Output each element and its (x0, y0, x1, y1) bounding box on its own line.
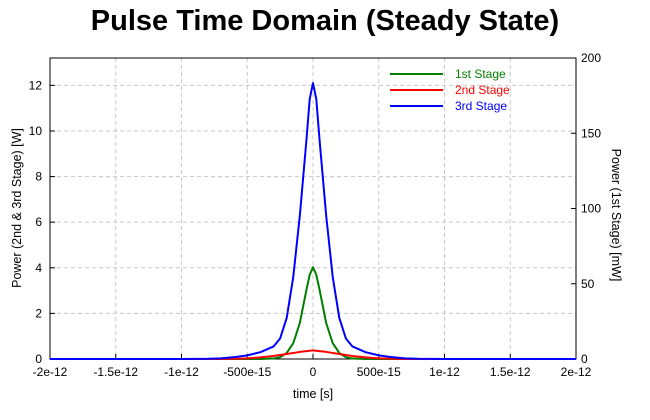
y-right-tick-label: 50 (581, 277, 595, 291)
x-tick-label: -2e-12 (33, 365, 68, 379)
y-left-tick-label: 12 (29, 78, 43, 92)
y-axis-right-label: Power (1st Stage) [mW] (609, 149, 623, 282)
y-right-tick-label: 200 (581, 51, 601, 65)
x-tick-label: 2e-12 (561, 365, 592, 379)
y-left-tick-label: 8 (35, 170, 42, 184)
x-tick-label: -1.5e-12 (93, 365, 138, 379)
x-tick-label: -500e-15 (223, 365, 271, 379)
y-left-tick-label: 4 (35, 261, 42, 275)
chart-title: Pulse Time Domain (Steady State) (91, 5, 559, 37)
y-axis-left-label: Power (2nd & 3rd Stage) [W] (10, 128, 24, 288)
legend-label-1st-stage: 1st Stage (455, 67, 506, 81)
legend: 1st Stage 2nd Stage 3rd Stage (390, 67, 510, 113)
axis-ticks: -2e-12 -1.5e-12 -1e-12 -500e-15 0 500e-15 1e-1… (29, 51, 602, 379)
y-right-tick-label: 0 (581, 352, 588, 366)
legend-label-3rd-stage: 3rd Stage (455, 99, 507, 113)
y-left-tick-label: 6 (35, 215, 42, 229)
legend-label-2nd-stage: 2nd Stage (455, 83, 510, 97)
x-tick-label: 0 (310, 365, 317, 379)
series-line-1st-stage (50, 266, 576, 360)
y-left-tick-label: 0 (35, 352, 42, 366)
x-tick-label: -1e-12 (164, 365, 199, 379)
x-tick-label: 1e-12 (429, 365, 460, 379)
x-tick-label: 1.5e-12 (490, 365, 531, 379)
x-tick-label: 500e-15 (357, 365, 401, 379)
y-left-tick-label: 10 (29, 124, 43, 138)
series-lines (50, 82, 576, 360)
series-line-2nd-stage (50, 349, 576, 360)
y-right-tick-label: 100 (581, 202, 601, 216)
y-right-tick-label: 150 (581, 126, 601, 140)
y-left-tick-label: 2 (35, 306, 42, 320)
x-axis-label: time [s] (293, 387, 333, 401)
series-line-3rd-stage (50, 82, 576, 360)
